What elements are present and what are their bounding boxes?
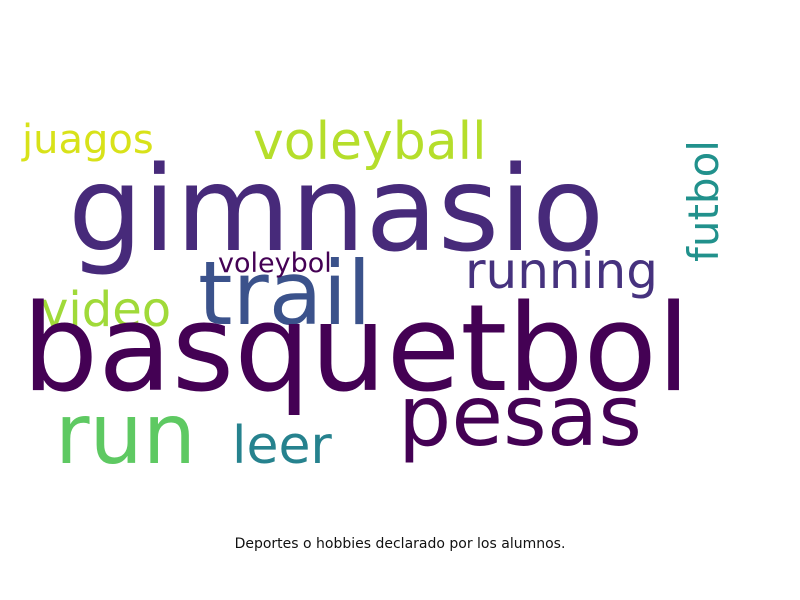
- figure-caption: Deportes o hobbies declarado por los alu…: [234, 536, 566, 552]
- word-running: running: [465, 242, 658, 300]
- word-video: video: [40, 282, 172, 338]
- word-futbol: futbol: [678, 140, 728, 262]
- word-leer: leer: [232, 416, 332, 476]
- word-trail: trail: [198, 242, 372, 345]
- word-voleybol: voleybol: [218, 248, 332, 279]
- word-basquetbol: basquetbol: [22, 280, 691, 419]
- word-gimnasio: gimnasio: [68, 140, 605, 278]
- word-pesas: pesas: [398, 367, 643, 465]
- word-run: run: [55, 385, 197, 483]
- word-juagos: juagos: [22, 117, 154, 163]
- word-voleyball: voleyball: [253, 112, 487, 172]
